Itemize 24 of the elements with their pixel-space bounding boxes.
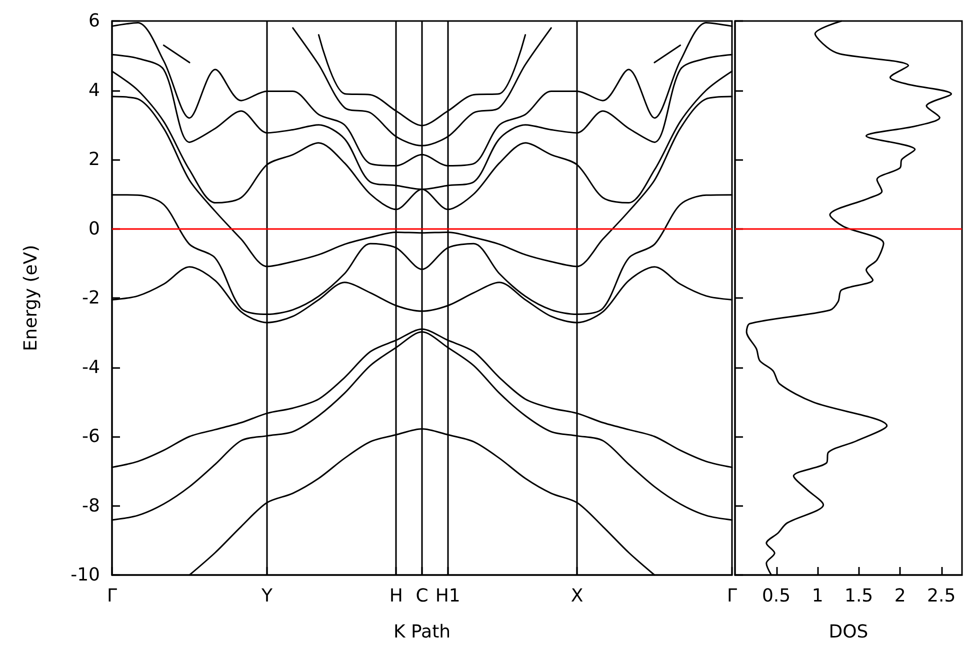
x-tick-label: Y [260,586,274,606]
x-tick-label: Γ [106,586,118,606]
y-tick-label: 2 [88,149,100,170]
y-axis-title: Energy (eV) [20,244,42,352]
y-tick-label: -8 [82,495,100,516]
x-tick-label: 2 [894,586,906,606]
y-tick-label: 0 [88,218,100,240]
x-tick-label: H [389,586,403,606]
x-axis-title: DOS [828,622,868,642]
y-tick-label: -4 [82,356,100,378]
x-tick-label: C [416,586,428,606]
x-tick-label: Γ [726,586,737,606]
x-tick-label: 1.5 [844,586,874,606]
x-tick-label: 2.5 [927,586,956,606]
x-tick-label: 1 [812,586,824,606]
x-tick-label: H1 [435,586,460,606]
x-tick-label: X [570,586,584,606]
x-axis-title: K Path [393,622,451,642]
y-tick-label: -2 [82,288,100,308]
y-tick-label: -6 [82,426,100,447]
y-tick-label: -10 [70,564,100,586]
y-tick-label: 6 [88,10,100,32]
x-tick-label: 0.5 [762,586,791,606]
y-tick-label: 4 [88,80,100,101]
